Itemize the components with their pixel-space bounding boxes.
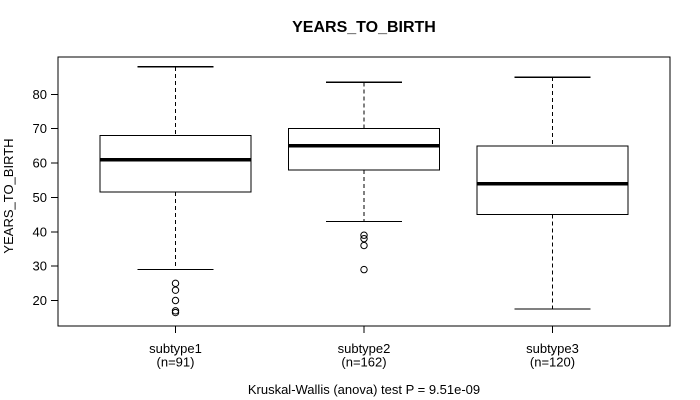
y-axis-tick-label: 50	[33, 190, 47, 205]
outlier-point	[171, 308, 180, 317]
outlier-point	[360, 265, 368, 274]
x-category-label: subtype1	[149, 341, 202, 356]
y-axis-tick-label: 80	[33, 87, 47, 102]
outlier-point	[171, 296, 180, 305]
y-axis-tick-label: 60	[33, 156, 47, 171]
x-category-sublabel: (n=120)	[530, 355, 575, 370]
outlier-point	[171, 286, 180, 294]
y-axis-tick-label: 30	[33, 259, 47, 274]
x-category-sublabel: (n=162)	[341, 355, 386, 370]
y-axis-tick-label: 20	[33, 293, 47, 308]
y-axis-label: YEARS_TO_BIRTH	[1, 138, 16, 253]
iqr-box	[99, 135, 252, 193]
x-category-label: subtype3	[526, 341, 579, 356]
outlier-point	[171, 279, 180, 288]
y-axis-tick-label: 40	[33, 224, 47, 239]
x-category-label: subtype2	[338, 341, 391, 356]
annotation-text: Kruskal-Wallis (anova) test P = 9.51e-09	[247, 382, 481, 397]
iqr-box	[476, 145, 629, 216]
iqr-box	[288, 128, 440, 171]
chart-title: YEARS_TO_BIRTH	[292, 19, 436, 36]
y-axis-tick-label: 70	[33, 121, 47, 136]
outlier-point	[360, 231, 368, 239]
x-category-sublabel: (n=91)	[157, 355, 195, 370]
outlier-point	[360, 241, 368, 250]
